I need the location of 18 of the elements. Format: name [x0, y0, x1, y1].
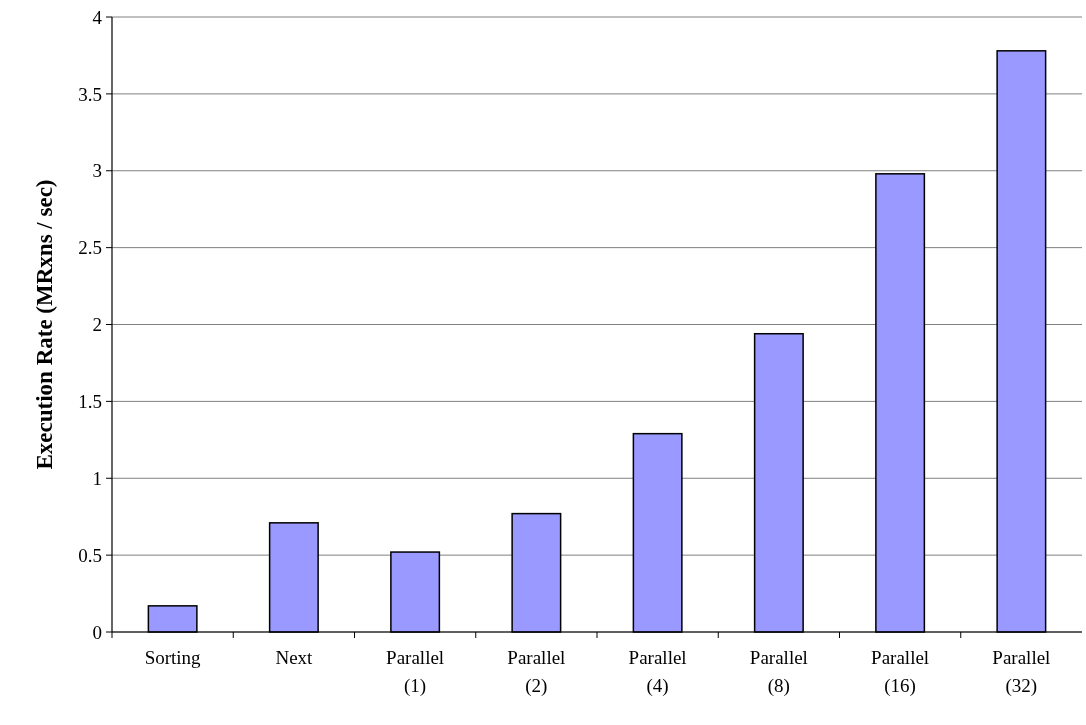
x-tick-label: Parallel (32) — [992, 647, 1051, 697]
x-tick-label: Parallel (1) — [386, 647, 445, 697]
y-tick-label: 3 — [92, 160, 102, 182]
y-tick-label: 1 — [92, 467, 102, 489]
y-tick-label: 0 — [92, 621, 102, 643]
y-tick-label: 4 — [92, 6, 103, 28]
x-tick-label: Next — [275, 647, 314, 668]
x-tick-label: Parallel (8) — [749, 647, 808, 697]
y-tick-label: 3.5 — [78, 83, 102, 105]
x-tick-label: Parallel (16) — [871, 647, 930, 697]
y-tick-label: 1.5 — [78, 391, 102, 413]
x-tick-label: Sorting — [144, 647, 202, 668]
y-tick-label: 2 — [92, 314, 102, 336]
y-tick-label: 0.5 — [78, 544, 102, 566]
x-tick-label: Parallel (2) — [507, 647, 566, 697]
y-tick-label: 2.5 — [78, 237, 102, 259]
y-axis-title: Execution Rate (MRxns / sec) — [32, 179, 57, 470]
x-tick-label: Parallel (4) — [628, 647, 687, 697]
